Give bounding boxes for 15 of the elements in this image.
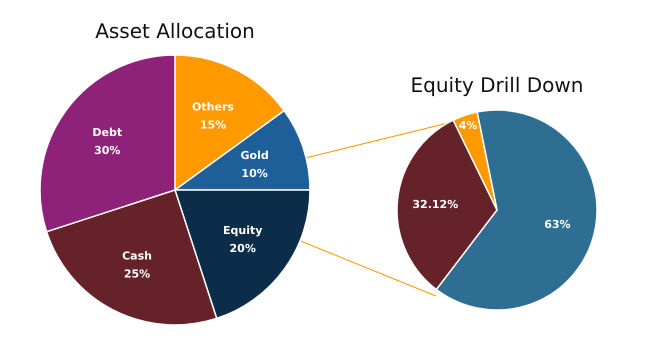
data-label: 30% [94,144,120,157]
slice-label: Debt [92,126,122,139]
chart-title: Asset Allocation [95,19,255,43]
data-label: 63% [544,218,571,231]
data-label: 15% [200,118,226,132]
data-label: 25% [124,268,150,281]
data-label: 20% [230,242,256,256]
chart-title: Equity Drill Down [410,73,584,97]
slice-label: Cash [122,250,152,263]
slice-label: Gold [240,149,269,162]
data-label: 4% [458,118,478,132]
slice-label: Others [192,100,234,114]
data-label: 10% [241,167,268,180]
slice-label: Equity [223,224,262,238]
data-label: 32.12% [412,198,458,211]
